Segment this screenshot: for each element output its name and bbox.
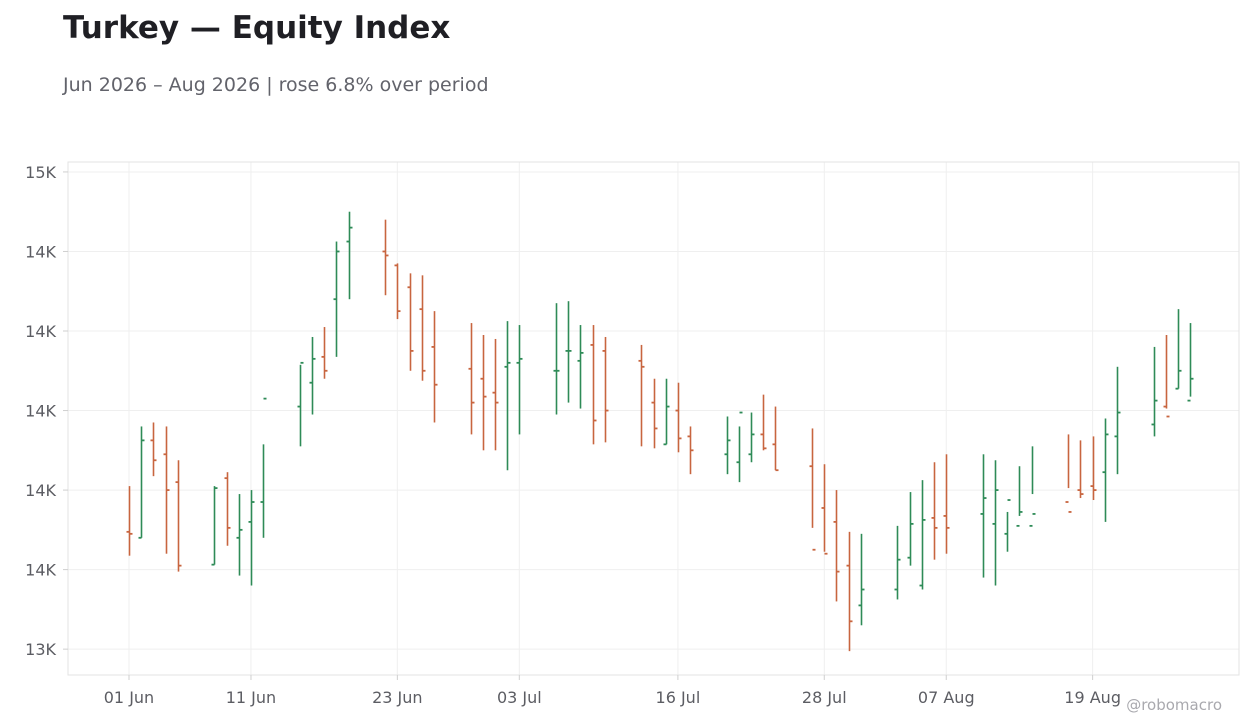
x-tick-label: 28 Jul <box>802 688 847 707</box>
ohlc-bar <box>407 273 414 371</box>
ohlc-bar <box>1016 466 1023 527</box>
chart-subtitle: Jun 2026 – Aug 2026 | rose 6.8% over per… <box>63 74 489 96</box>
ohlc-bar <box>833 490 840 602</box>
ohlc-bar <box>1090 436 1097 501</box>
ohlc-bar <box>772 406 779 472</box>
ohlc-bar <box>297 361 304 447</box>
ohlc-bar <box>492 338 499 451</box>
ohlc-bar <box>1004 499 1011 552</box>
ohlc-bar <box>992 460 999 586</box>
ohlc-bar <box>919 480 926 590</box>
y-tick-label: 15K <box>25 163 56 182</box>
x-tick-label: 23 Jun <box>372 688 422 707</box>
ohlc-bar <box>1077 440 1084 499</box>
ohlc-bar <box>150 422 157 477</box>
y-tick-label: 13K <box>25 640 56 659</box>
ohlc-bar <box>1102 418 1109 522</box>
ohlc-bar <box>1187 323 1194 402</box>
ohlc-bar <box>224 472 231 546</box>
ohlc-bar <box>321 327 328 379</box>
ohlc-bar <box>663 378 670 446</box>
ohlc-bar <box>309 336 316 415</box>
x-tick-label: 19 Aug <box>1064 688 1121 707</box>
credit-watermark: @robomacro <box>1126 696 1222 714</box>
x-tick-label: 03 Jul <box>497 688 542 707</box>
ohlc-bar <box>907 492 914 566</box>
ohlc-bar <box>468 323 475 435</box>
y-tick-label: 14K <box>25 402 56 421</box>
ohlc-bar <box>516 325 523 435</box>
ohlc-bar <box>1163 334 1170 418</box>
ohlc-bar <box>894 525 901 600</box>
y-tick-label: 14K <box>25 242 56 261</box>
ohlc-bar <box>565 301 572 403</box>
ohlc-bar <box>480 334 487 451</box>
x-tick-label: 07 Aug <box>918 688 975 707</box>
x-tick-label: 11 Jun <box>226 688 276 707</box>
ohlc-bar <box>931 462 938 560</box>
ohlc-bar <box>577 325 584 409</box>
plot-frame <box>67 161 1240 676</box>
x-axis: 01 Jun 11 Jun 23 Jun 03 Jul 16 Jul 28 Jul 07 A… <box>104 675 1121 707</box>
ohlc-bar <box>236 494 243 576</box>
ohlc-bar <box>821 464 828 555</box>
ohlc-bar <box>590 325 597 445</box>
chart-title: Turkey — Equity Index <box>63 10 451 46</box>
ohlc-bar <box>1175 309 1182 390</box>
ohlc-bar <box>760 394 767 451</box>
ohlc-bar <box>980 454 987 578</box>
y-tick-label: 14K <box>25 481 56 500</box>
ohlc-bar <box>748 412 755 463</box>
ohlc-bar <box>809 428 816 551</box>
ohlc-bar <box>553 303 560 415</box>
ohlc-bar <box>260 397 267 538</box>
ohlc-bar <box>846 531 853 652</box>
ohlc-bar <box>382 219 389 296</box>
ohlc-bar <box>211 486 218 566</box>
ohlc-bar <box>248 490 255 586</box>
ohlc-bar <box>675 382 682 453</box>
grid-lines <box>68 162 1239 675</box>
ohlc-bar <box>138 426 145 539</box>
ohlc-bar <box>504 321 511 471</box>
ohlc-bar <box>346 211 353 300</box>
ohlc-bar <box>126 486 133 556</box>
ohlc-bar <box>419 275 426 381</box>
ohlc-bar <box>1065 434 1072 513</box>
ohlc-bar <box>943 454 950 554</box>
ohlc-bar <box>394 263 401 320</box>
y-axis: 13K 14K 14K 14K 14K 14K 15K <box>25 163 68 659</box>
ohlc-bar <box>1114 366 1121 475</box>
ohlc-bar <box>1029 446 1036 527</box>
ohlc-bar <box>163 426 170 554</box>
ohlc-bars <box>126 211 1194 652</box>
ohlc-bar <box>333 241 340 357</box>
ohlc-bar <box>651 378 658 449</box>
x-tick-label: 01 Jun <box>104 688 154 707</box>
ohlc-bar <box>638 344 645 447</box>
ohlc-bar <box>431 311 438 423</box>
ohlc-bar <box>175 460 182 572</box>
ohlc-bar <box>724 416 731 475</box>
ohlc-bar <box>1151 346 1158 437</box>
y-tick-label: 14K <box>25 561 56 580</box>
y-tick-label: 14K <box>25 322 56 341</box>
ohlc-bar <box>858 533 865 626</box>
x-tick-label: 16 Jul <box>656 688 701 707</box>
ohlc-bar <box>736 411 743 483</box>
ohlc-bar <box>602 336 609 443</box>
ohlc-bar <box>687 426 694 475</box>
